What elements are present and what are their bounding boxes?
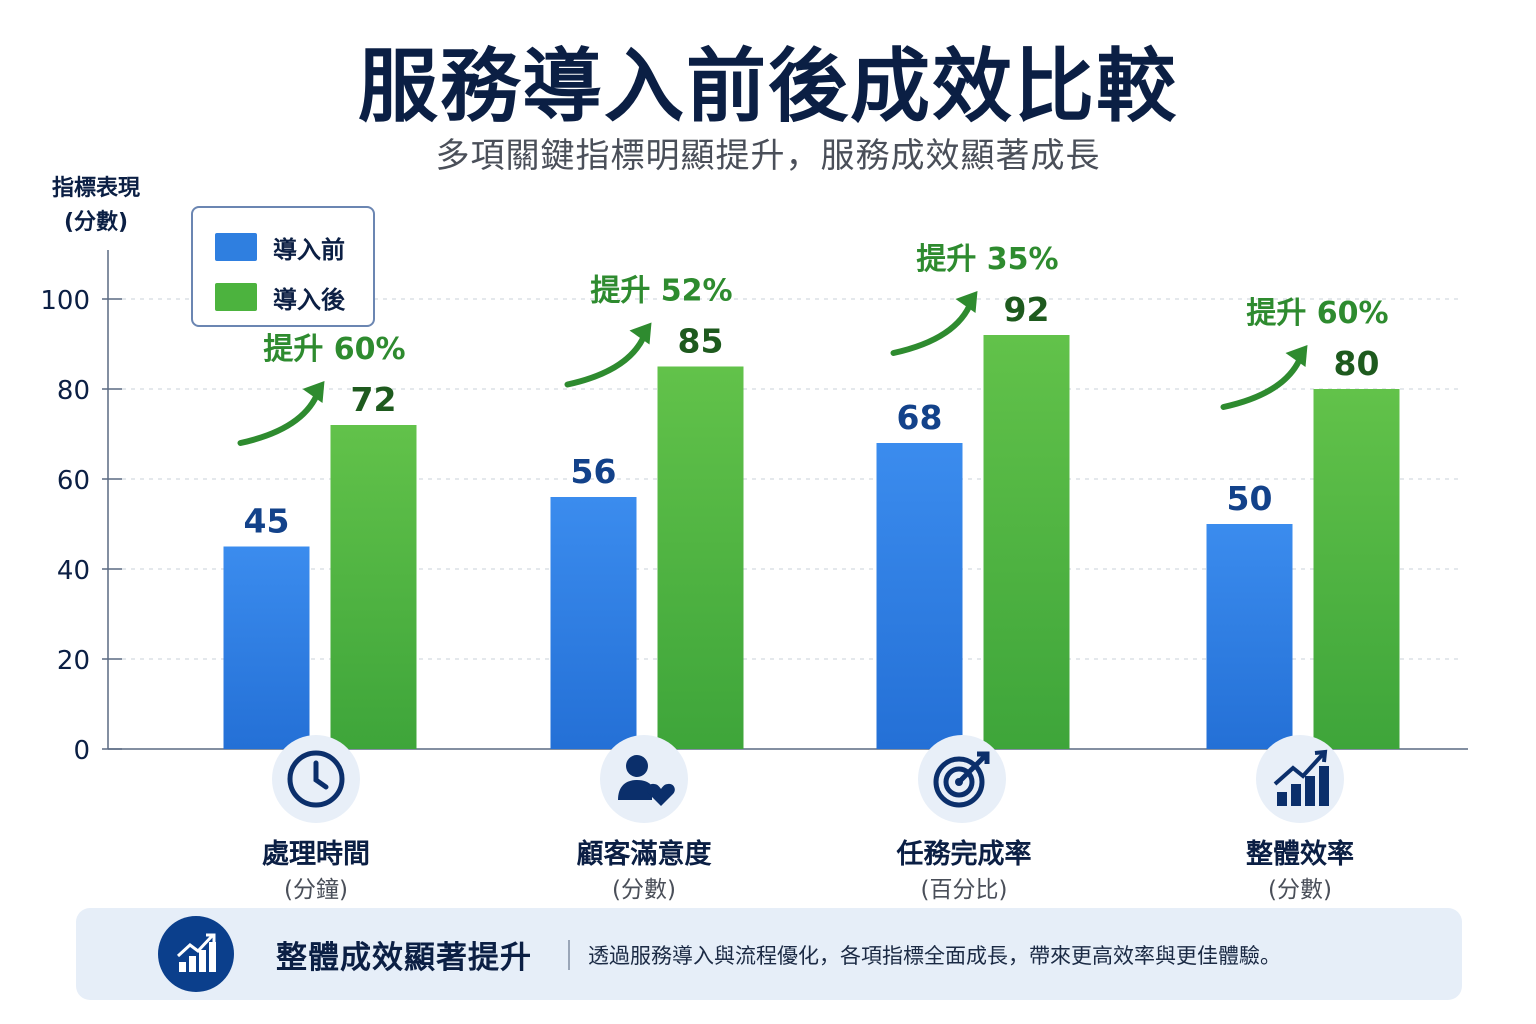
growth-arrow bbox=[564, 329, 649, 388]
bar-before bbox=[876, 443, 963, 749]
legend-label-after: 導入後 bbox=[273, 285, 345, 314]
legend-label-before: 導入前 bbox=[273, 235, 345, 264]
growth-bars-icon bbox=[158, 916, 234, 992]
growth-bars-icon bbox=[1256, 735, 1344, 823]
customer-heart-icon bbox=[600, 735, 688, 823]
clock-icon bbox=[272, 735, 360, 823]
y-tick-label: 80 bbox=[57, 376, 90, 406]
y-tick-label: 40 bbox=[57, 556, 90, 586]
legend-swatch-before bbox=[215, 233, 257, 261]
growth-arrow-head bbox=[629, 322, 652, 345]
legend-item-after: 導入後 bbox=[215, 282, 345, 314]
banner-title: 整體成效顯著提升 bbox=[276, 940, 532, 976]
growth-arrow bbox=[237, 388, 322, 446]
growth-annotation: 提升 60% bbox=[1246, 296, 1388, 331]
data-label-after: 85 bbox=[678, 322, 724, 361]
category-sublabel-overall-efficiency: (分數) bbox=[1268, 877, 1332, 903]
legend-swatch-after bbox=[215, 283, 257, 311]
bar-after bbox=[657, 366, 744, 749]
legend-item-before: 導入前 bbox=[215, 232, 345, 264]
chart-title: 服務導入前後成效比較 bbox=[358, 40, 1178, 133]
banner-text: 透過服務導入與流程優化，各項指標全面成長，帶來更高效率與更佳體驗。 bbox=[588, 944, 1281, 968]
growth-annotation: 提升 60% bbox=[263, 332, 405, 367]
data-label-before: 45 bbox=[244, 502, 290, 541]
data-label-before: 56 bbox=[571, 452, 617, 491]
summary-banner: 整體成效顯著提升 透過服務導入與流程優化，各項指標全面成長，帶來更高效率與更佳體… bbox=[76, 908, 1462, 1000]
growth-arrow bbox=[890, 298, 975, 356]
category-sublabel-task-completion: (百分比) bbox=[920, 877, 1008, 903]
data-label-after: 92 bbox=[1004, 290, 1050, 329]
y-axis-title-line1: 指標表現 bbox=[51, 176, 140, 201]
growth-arrow-head bbox=[955, 291, 978, 313]
y-tick-label: 0 bbox=[73, 736, 90, 766]
data-label-after: 72 bbox=[351, 380, 397, 419]
category-label-customer-satisfaction: 顧客滿意度 bbox=[576, 839, 712, 870]
bar-after bbox=[330, 425, 417, 749]
y-tick-label: 100 bbox=[40, 286, 90, 316]
category-sublabel-processing-time: (分鐘) bbox=[284, 877, 348, 903]
chart-legend: 導入前 導入後 bbox=[191, 206, 375, 327]
bar-before bbox=[550, 497, 637, 749]
target-icon bbox=[918, 735, 1006, 823]
banner-divider bbox=[568, 940, 570, 970]
category-sublabel-customer-satisfaction: (分數) bbox=[612, 877, 676, 903]
chart-subtitle: 多項關鍵指標明顯提升，服務成效顯著成長 bbox=[435, 136, 1101, 176]
y-tick-label: 20 bbox=[57, 646, 90, 676]
bar-after bbox=[1313, 389, 1400, 749]
growth-arrow bbox=[1220, 352, 1305, 410]
data-label-before: 68 bbox=[897, 398, 943, 437]
growth-arrow-head bbox=[1285, 345, 1308, 367]
growth-annotation: 提升 52% bbox=[590, 274, 732, 309]
bar-before bbox=[223, 546, 310, 749]
category-label-task-completion: 任務完成率 bbox=[896, 839, 1032, 870]
growth-arrow-head bbox=[302, 381, 325, 403]
category-label-overall-efficiency: 整體效率 bbox=[1246, 839, 1354, 870]
data-label-after: 80 bbox=[1334, 344, 1380, 383]
category-label-processing-time: 處理時間 bbox=[262, 839, 370, 870]
data-label-before: 50 bbox=[1227, 479, 1273, 518]
y-axis-title-line2: (分數) bbox=[63, 210, 129, 235]
y-tick-label: 60 bbox=[57, 466, 90, 496]
y-axis-title: 指標表現 (分數) bbox=[36, 172, 156, 240]
bar-before bbox=[1206, 524, 1293, 749]
bar-after bbox=[983, 335, 1070, 749]
growth-annotation: 提升 35% bbox=[916, 242, 1058, 277]
